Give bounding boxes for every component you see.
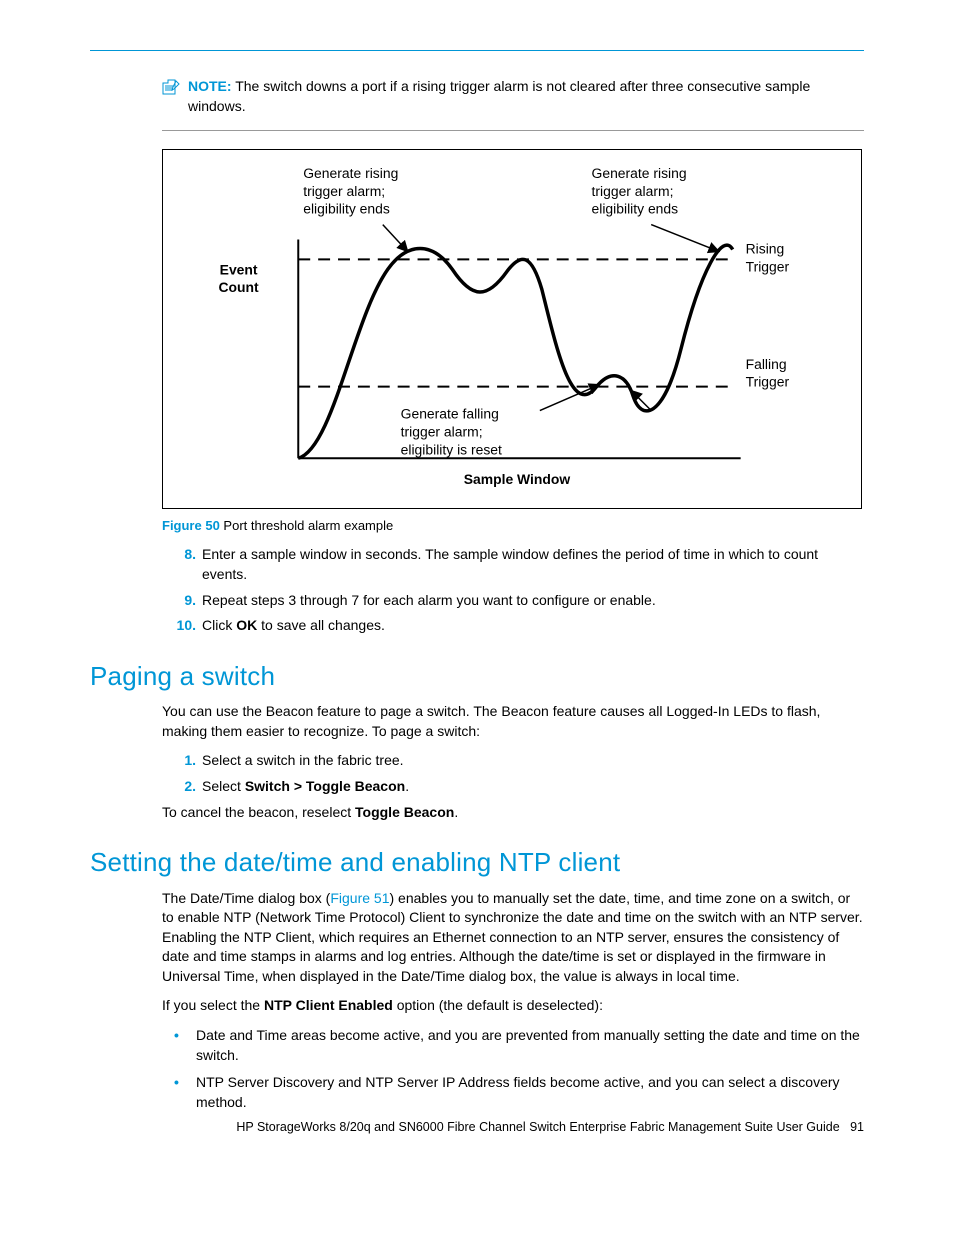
note-label: NOTE:	[188, 78, 232, 94]
paging-steps: 1. Select a switch in the fabric tree. 2…	[174, 751, 864, 796]
footer-text: HP StorageWorks 8/20q and SN6000 Fibre C…	[236, 1120, 839, 1134]
paging-step-2: 2. Select Switch > Toggle Beacon.	[174, 777, 864, 797]
label-rising-2c: eligibility ends	[592, 201, 679, 217]
step-body: Enter a sample window in seconds. The sa…	[202, 545, 864, 584]
ntp-bullet-1: • Date and Time areas become active, and…	[174, 1026, 864, 1065]
bullet-icon: •	[174, 1026, 190, 1065]
note-block: NOTE: The switch downs a port if a risin…	[162, 77, 864, 131]
page-footer: HP StorageWorks 8/20q and SN6000 Fibre C…	[236, 1119, 864, 1137]
top-rule	[90, 50, 864, 51]
bullet-body: Date and Time areas become active, and y…	[196, 1026, 864, 1065]
heading-ntp: Setting the date/time and enabling NTP c…	[90, 844, 864, 880]
bullet-icon: •	[174, 1073, 190, 1112]
label-rising-1c: eligibility ends	[303, 201, 390, 217]
step-9: 9. Repeat steps 3 through 7 for each ala…	[174, 591, 864, 611]
label-falling-trigger-1: Falling	[746, 356, 787, 372]
ntp-bullet-2: • NTP Server Discovery and NTP Server IP…	[174, 1073, 864, 1112]
link-figure-51[interactable]: Figure 51	[330, 890, 389, 906]
figure-label: Figure 50	[162, 518, 220, 533]
label-falling-b: trigger alarm;	[401, 424, 483, 440]
steps-8-10: 8. Enter a sample window in seconds. The…	[174, 545, 864, 635]
heading-paging: Paging a switch	[90, 658, 864, 694]
label-rising-2b: trigger alarm;	[592, 183, 674, 199]
page-number: 91	[850, 1120, 864, 1134]
label-falling-a: Generate falling	[401, 406, 499, 422]
label-rising-1b: trigger alarm;	[303, 183, 385, 199]
bullet-body: NTP Server Discovery and NTP Server IP A…	[196, 1073, 864, 1112]
step-body: Select a switch in the fabric tree.	[202, 751, 864, 771]
ntp-bullets: • Date and Time areas become active, and…	[174, 1026, 864, 1112]
label-event: Event	[220, 262, 258, 278]
figure-box: Event Count Generate rising trigger alar…	[162, 149, 862, 509]
step-8: 8. Enter a sample window in seconds. The…	[174, 545, 864, 584]
note-icon	[162, 79, 180, 101]
figure-50: Event Count Generate rising trigger alar…	[162, 149, 864, 509]
note-text: NOTE: The switch downs a port if a risin…	[188, 77, 864, 116]
ntp-p1: The Date/Time dialog box (Figure 51) ena…	[162, 889, 864, 987]
label-rising-trigger-2: Trigger	[746, 259, 790, 275]
label-count: Count	[219, 279, 260, 295]
label-rising-1a: Generate rising	[303, 165, 398, 181]
paging-intro: You can use the Beacon feature to page a…	[162, 702, 864, 741]
label-falling-trigger-2: Trigger	[746, 374, 790, 390]
label-rising-trigger-1: Rising	[746, 241, 785, 257]
step-10: 10. Click OK to save all changes.	[174, 616, 864, 636]
paging-outro: To cancel the beacon, reselect Toggle Be…	[162, 803, 864, 823]
step-num: 9.	[174, 591, 196, 611]
step-body: Repeat steps 3 through 7 for each alarm …	[202, 591, 864, 611]
step-body: Select Switch > Toggle Beacon.	[202, 777, 864, 797]
label-sample-window: Sample Window	[464, 471, 571, 487]
figure-caption-text: Port threshold alarm example	[223, 518, 393, 533]
threshold-diagram: Event Count Generate rising trigger alar…	[183, 160, 841, 498]
ntp-p2: If you select the NTP Client Enabled opt…	[162, 996, 864, 1016]
step-num: 1.	[174, 751, 196, 771]
step-num: 10.	[174, 616, 196, 636]
label-falling-c: eligibility is reset	[401, 441, 502, 457]
step-num: 8.	[174, 545, 196, 584]
label-rising-2a: Generate rising	[592, 165, 687, 181]
paging-step-1: 1. Select a switch in the fabric tree.	[174, 751, 864, 771]
step-num: 2.	[174, 777, 196, 797]
figure-caption: Figure 50 Port threshold alarm example	[162, 517, 864, 535]
note-body: The switch downs a port if a rising trig…	[188, 78, 810, 114]
step-body: Click OK to save all changes.	[202, 616, 864, 636]
